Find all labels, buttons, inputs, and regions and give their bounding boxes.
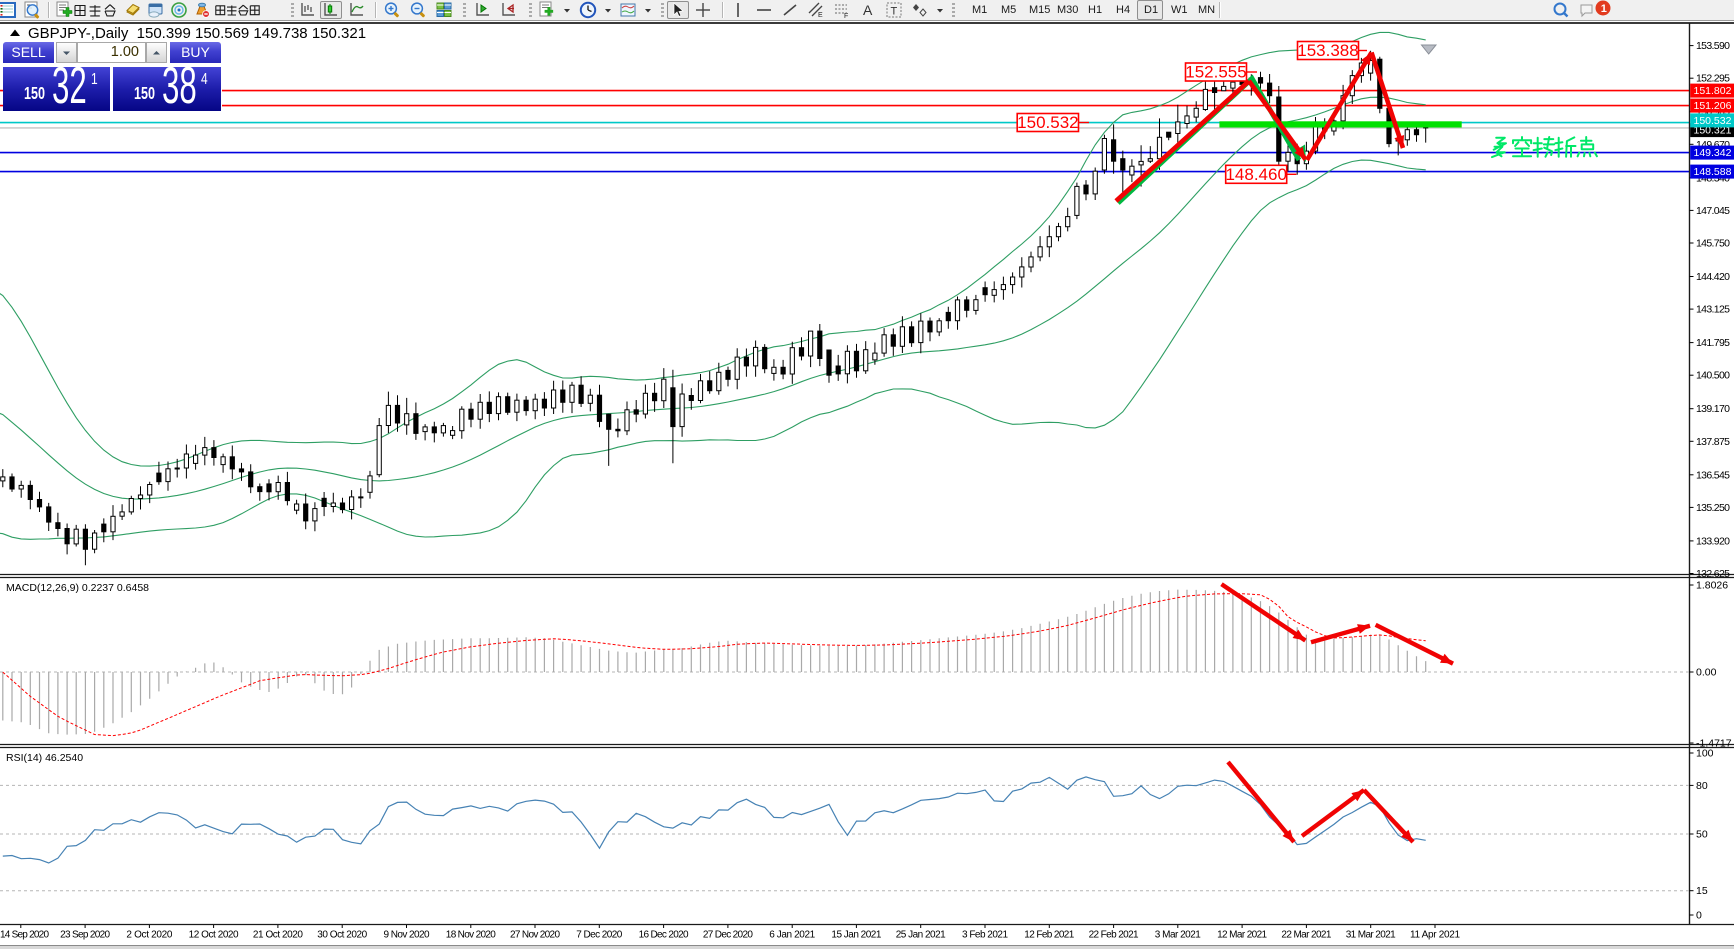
svg-text:F: F [844,13,848,19]
svg-text:148.588: 148.588 [1694,166,1732,178]
svg-text:9 Nov 2020: 9 Nov 2020 [384,930,430,941]
svg-text:150.532: 150.532 [1017,113,1078,132]
svg-text:14 Sep 2020: 14 Sep 2020 [0,930,49,941]
svg-text:25 Jan 2021: 25 Jan 2021 [896,930,946,941]
svg-text:1: 1 [1601,3,1607,15]
svg-text:MACD(12,26,9) 0.2237 0.6458: MACD(12,26,9) 0.2237 0.6458 [6,582,149,594]
svg-text:16 Dec 2020: 16 Dec 2020 [639,930,689,941]
svg-text:12 Oct 2020: 12 Oct 2020 [189,930,239,941]
svg-text:3 Feb 2021: 3 Feb 2021 [962,930,1008,941]
svg-text:A: A [863,2,873,18]
svg-text:22 Feb 2021: 22 Feb 2021 [1089,930,1139,941]
svg-text:152.555: 152.555 [1185,63,1246,82]
svg-text:137.875: 137.875 [1696,436,1730,448]
svg-text:143.125: 143.125 [1696,304,1730,316]
svg-text:31 Mar 2021: 31 Mar 2021 [1346,930,1396,941]
svg-text:136.545: 136.545 [1696,469,1730,481]
svg-text:15: 15 [1696,885,1708,897]
svg-text:-1.4717: -1.4717 [1696,738,1732,750]
svg-text:15 Jan 2021: 15 Jan 2021 [831,930,881,941]
svg-text:T: T [891,6,898,18]
svg-text:151.206: 151.206 [1694,100,1732,112]
svg-text:7 Dec 2020: 7 Dec 2020 [576,930,622,941]
svg-text:139.170: 139.170 [1696,403,1730,415]
svg-text:150.532: 150.532 [1694,115,1732,127]
svg-text:23 Sep 2020: 23 Sep 2020 [60,930,110,941]
svg-text:6 Jan 2021: 6 Jan 2021 [769,930,815,941]
svg-text:149.342: 149.342 [1694,147,1732,159]
svg-text:18 Nov 2020: 18 Nov 2020 [446,930,496,941]
svg-text:E: E [818,12,823,19]
svg-text:144.420: 144.420 [1696,271,1730,283]
svg-text:100: 100 [1696,748,1714,760]
svg-text:1.8026: 1.8026 [1696,580,1728,592]
svg-text:12 Feb 2021: 12 Feb 2021 [1024,930,1074,941]
svg-text:140.500: 140.500 [1696,370,1730,382]
svg-text:153.590: 153.590 [1696,40,1730,52]
svg-text:11 Apr 2021: 11 Apr 2021 [1410,930,1460,941]
svg-text:80: 80 [1696,780,1708,792]
svg-text:30 Oct 2020: 30 Oct 2020 [317,930,367,941]
svg-text:145.750: 145.750 [1696,238,1730,250]
svg-text:0: 0 [1696,910,1702,922]
svg-text:GBPJPY-,Daily 150.399 150.569: GBPJPY-,Daily 150.399 150.569 149.738 15… [28,25,366,42]
svg-text:50: 50 [1696,829,1708,841]
svg-text:27 Dec 2020: 27 Dec 2020 [703,930,753,941]
svg-text:153.388: 153.388 [1297,41,1358,60]
svg-text:12 Mar 2021: 12 Mar 2021 [1217,930,1267,941]
svg-text:27 Nov 2020: 27 Nov 2020 [510,930,560,941]
svg-text:152.295: 152.295 [1696,73,1730,85]
svg-text:2 Oct 2020: 2 Oct 2020 [126,930,172,941]
svg-text:150.321: 150.321 [1694,125,1732,137]
svg-text:22 Mar 2021: 22 Mar 2021 [1281,930,1331,941]
svg-text:147.045: 147.045 [1696,205,1730,217]
svg-text:132.625: 132.625 [1696,568,1730,580]
svg-text:148.460: 148.460 [1225,165,1286,184]
svg-text:RSI(14) 46.2540: RSI(14) 46.2540 [6,752,83,764]
svg-text:133.920: 133.920 [1696,535,1730,547]
svg-text:21 Oct 2020: 21 Oct 2020 [253,930,303,941]
svg-text:141.795: 141.795 [1696,337,1730,349]
svg-text:151.802: 151.802 [1694,85,1732,97]
svg-text:3 Mar 2021: 3 Mar 2021 [1155,930,1201,941]
svg-text:135.250: 135.250 [1696,502,1730,514]
svg-text:0.00: 0.00 [1696,667,1717,679]
